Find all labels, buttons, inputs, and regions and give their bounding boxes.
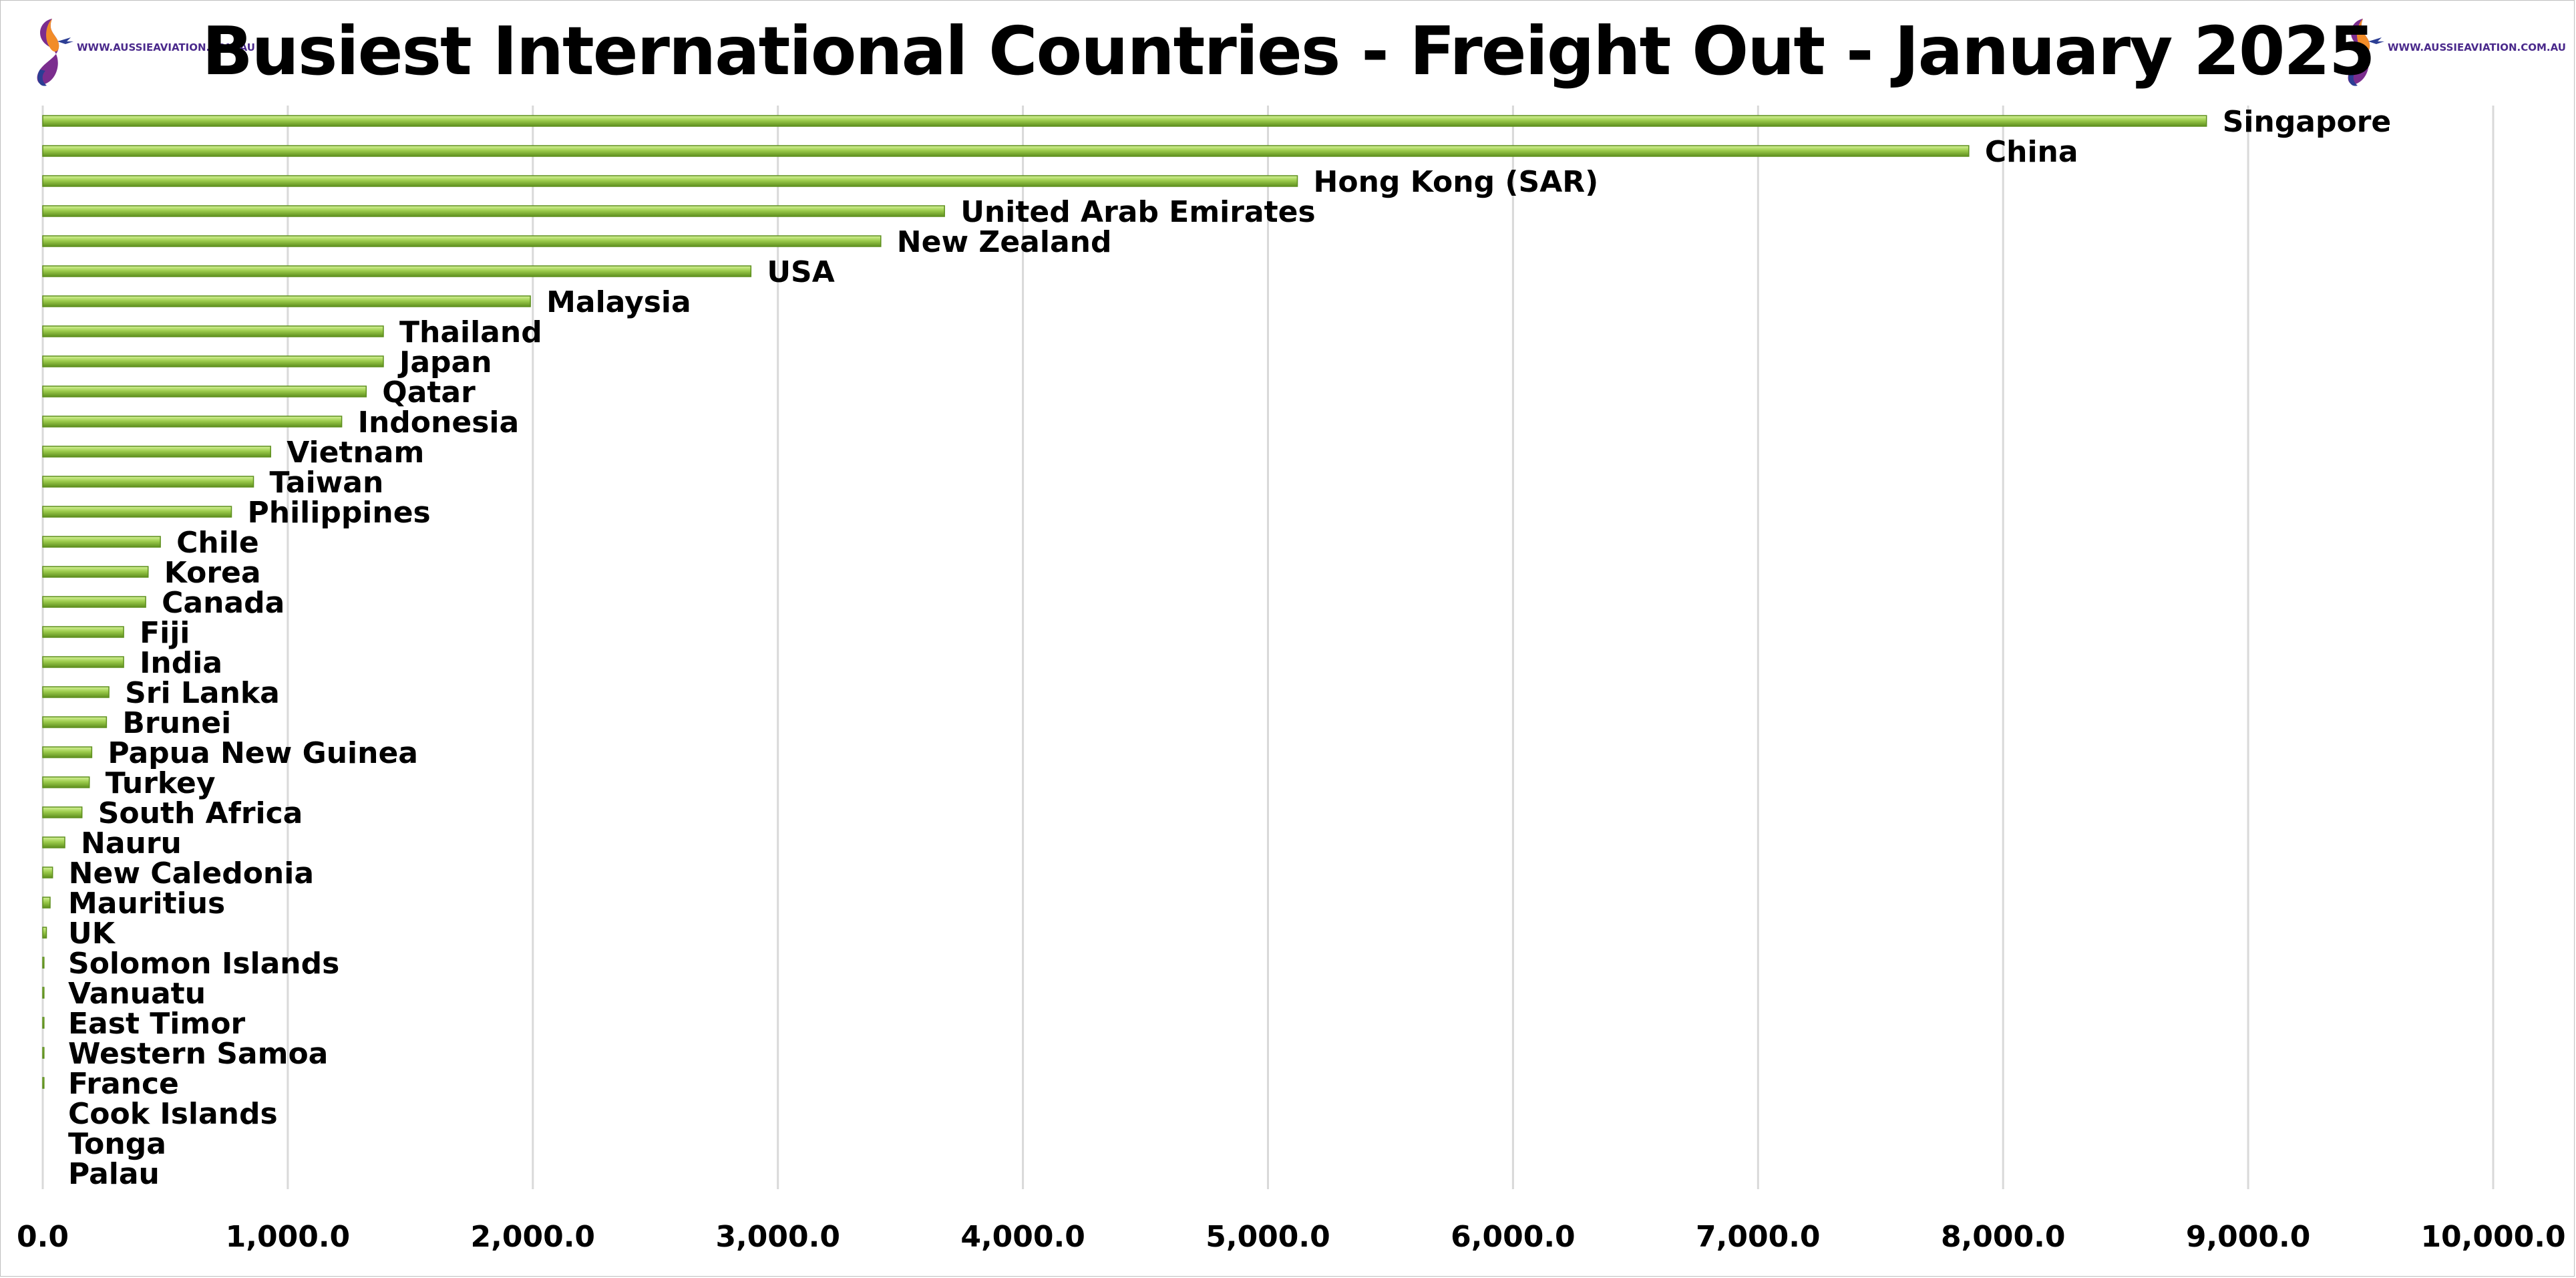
bar-malaysia [42, 295, 531, 307]
bar-solomon-islands [42, 957, 45, 969]
bar-label: France [68, 1067, 179, 1101]
bar-taiwan [42, 476, 254, 488]
x-tick-label: 7,000.0 [1696, 1220, 1821, 1254]
bar-singapore [42, 115, 2207, 127]
logo-mark-icon [2348, 19, 2384, 86]
bar-nauru [42, 836, 65, 848]
bar-label: New Caledonia [69, 856, 314, 891]
bar-label: Indonesia [358, 406, 520, 440]
bar-label: India [140, 646, 222, 680]
bar-label: Palau [68, 1157, 160, 1191]
bar-uk [42, 927, 47, 939]
bar-label: Vietnam [287, 436, 424, 470]
bar-canada [42, 596, 146, 608]
bar-turkey [42, 776, 90, 788]
bar-philippines [42, 506, 232, 518]
bar-label: China [1985, 135, 2078, 169]
bar-label: Qatar [382, 375, 476, 410]
bar-label: Singapore [2223, 105, 2392, 139]
bar-label: Hong Kong (SAR) [1314, 165, 1599, 199]
bars [42, 115, 2207, 1089]
bar-chile [42, 536, 161, 548]
bar-label: Sri Lanka [125, 676, 280, 710]
bar-label: Nauru [81, 826, 182, 860]
bar-india [42, 656, 124, 668]
bar-new-zealand [42, 235, 882, 247]
x-tick-label: 2,000.0 [471, 1220, 596, 1254]
bar-label: United Arab Emirates [960, 195, 1316, 229]
bar-korea [42, 566, 149, 578]
bar-hong-kong-sar [42, 175, 1298, 187]
x-tick-label: 0.0 [17, 1220, 69, 1254]
bar-label: Tonga [68, 1127, 166, 1161]
x-tick-label: 6,000.0 [1451, 1220, 1576, 1254]
x-tick-label: 4,000.0 [960, 1220, 1085, 1254]
bar-sri-lanka [42, 686, 110, 698]
bar-label: Fiji [140, 616, 190, 650]
bar-vietnam [42, 446, 271, 458]
logo-url-text[interactable]: WWW.AUSSIEAVIATION.COM.AU [2388, 41, 2566, 53]
bar-label: Japan [397, 345, 492, 379]
bar-fiji [42, 626, 124, 638]
logo-url-text[interactable]: WWW.AUSSIEAVIATION.COM.AU [77, 41, 255, 53]
bar-vanuatu [42, 987, 45, 999]
x-tick-label: 10,000.0 [2420, 1220, 2565, 1254]
bar-label: Malaysia [546, 285, 691, 319]
bar-label: Turkey [106, 766, 216, 800]
x-axis-ticks: 0.0 1,000.0 2,000.0 3,000.0 4,000.0 5,000.0 6,… [17, 1220, 2566, 1254]
x-tick-label: 9,000.0 [2186, 1220, 2311, 1254]
bar-label: Taiwan [270, 466, 384, 500]
bar-label: Vanuatu [68, 977, 206, 1011]
bar-label: Thailand [399, 315, 542, 349]
bar-label: East Timor [68, 1007, 245, 1041]
bar-new-caledonia [42, 866, 53, 878]
bar-south-africa [42, 806, 83, 818]
bar-france [42, 1077, 45, 1089]
bar-china [42, 145, 1970, 157]
bar-usa [42, 265, 752, 277]
bar-label: USA [767, 255, 834, 289]
bar-label: Papua New Guinea [108, 736, 418, 770]
bar-western-samoa [42, 1047, 45, 1059]
x-tick-label: 1,000.0 [226, 1220, 351, 1254]
logo-right: WWW.AUSSIEAVIATION.COM.AU [2338, 12, 2566, 96]
gridlines [41, 106, 2495, 1189]
bar-labels: Singapore China Hong Kong (SAR)United Arab… [68, 105, 2391, 1191]
bar-label: Philippines [248, 496, 431, 530]
bar-label: Solomon Islands [68, 947, 339, 981]
x-tick-label: 8,000.0 [1941, 1220, 2066, 1254]
bar-east-timor [42, 1017, 45, 1029]
logo-mark-icon [37, 19, 73, 86]
bar-indonesia [42, 416, 343, 428]
bar-united-arab-emirates [42, 205, 945, 217]
bar-japan [42, 355, 384, 367]
bar-papua-new-guinea [42, 746, 93, 758]
bar-thailand [42, 325, 384, 337]
bar-label: Korea [164, 556, 261, 590]
bar-label: Cook Islands [68, 1097, 278, 1131]
bar-label: UK [68, 917, 116, 951]
bar-mauritius [42, 897, 51, 909]
bar-qatar [42, 385, 367, 397]
bar-label: Chile [176, 526, 259, 560]
x-tick-label: 3,000.0 [715, 1220, 840, 1254]
bar-brunei [42, 716, 108, 728]
bar-label: Canada [162, 586, 285, 620]
chart-title: Busiest International Countries - Freigh… [202, 12, 2375, 90]
bar-label: Western Samoa [68, 1037, 328, 1071]
bar-label: South Africa [98, 796, 303, 830]
bar-label: New Zealand [897, 225, 1112, 259]
bar-label: Mauritius [68, 887, 225, 921]
logo-left: WWW.AUSSIEAVIATION.COM.AU [27, 12, 255, 96]
bar-label: Brunei [122, 706, 231, 740]
x-tick-label: 5,000.0 [1206, 1220, 1330, 1254]
